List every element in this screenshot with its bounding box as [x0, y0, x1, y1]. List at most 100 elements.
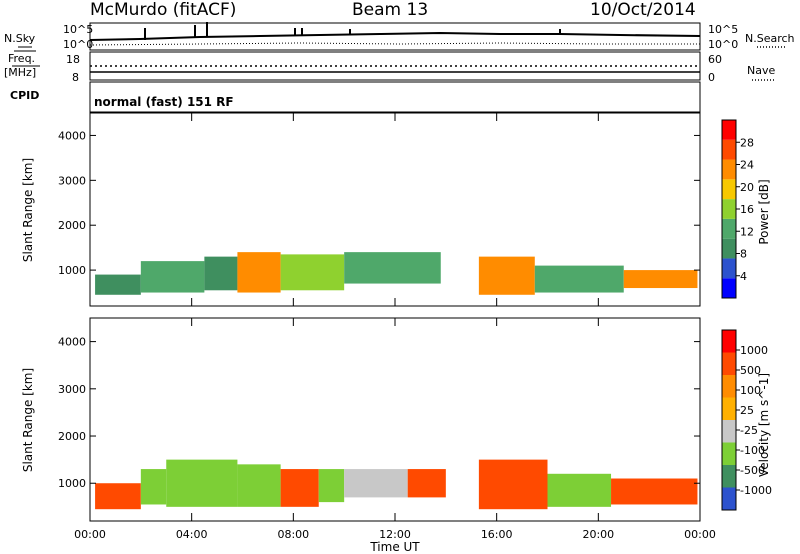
power-y-label: Slant Range [km] — [21, 158, 35, 262]
nsky-label: N.Sky — [4, 32, 36, 45]
colorbar-tick-label: 1000 — [740, 344, 768, 357]
data-band — [280, 254, 345, 291]
y-tick-label: 3000 — [58, 383, 86, 396]
freq-tick-bottom: 8 — [72, 71, 79, 84]
colorbar-tick-label: 4 — [740, 270, 747, 283]
y-tick-label: 3000 — [58, 174, 86, 187]
nsky-tick-bottom: 10^0 — [63, 38, 94, 51]
data-band — [478, 459, 548, 510]
data-band — [95, 483, 141, 510]
data-band — [407, 469, 446, 498]
freq-label: Freq. — [8, 52, 36, 65]
nave-tick-bottom: 0 — [708, 71, 715, 84]
data-band — [166, 459, 238, 507]
data-band — [611, 478, 698, 505]
nsky-line — [89, 31, 701, 41]
velocity-colorbar-label: Velocity [m s^-1] — [757, 373, 771, 477]
colorbar-frame — [721, 329, 737, 511]
nsky-legend-line — [14, 46, 36, 52]
nsky-spikes — [144, 22, 561, 40]
data-band — [140, 469, 167, 505]
y-tick-label: 4000 — [58, 129, 86, 142]
velocity-colorbar: 1000 500 100 25 -25 -100 -500 -1000 — [721, 329, 772, 511]
data-band — [204, 256, 238, 291]
nsearch-tick-bottom: 10^0 — [708, 38, 739, 51]
station-title: McMurdo (fitACF) — [90, 0, 237, 20]
freq-tick-top: 18 — [66, 53, 80, 66]
nsky-tick-top: 10^5 — [63, 23, 94, 36]
colorbar-tick-label: 8 — [740, 248, 747, 261]
nsearch-label: N.Search — [745, 32, 795, 45]
x-tick-label: 12:00 — [379, 528, 411, 541]
x-tick-label: 20:00 — [582, 528, 614, 541]
status-panels — [12, 22, 787, 113]
colorbar-cell — [722, 420, 736, 443]
data-band — [140, 261, 205, 293]
colorbar-cell — [722, 139, 736, 160]
colorbar-cell — [722, 397, 736, 420]
colorbar-tick-label: -25 — [740, 424, 758, 437]
power-colorbar: 4 8 12 16 20 24 28 — [721, 119, 754, 299]
colorbar-cell — [722, 330, 736, 353]
colorbar-cell — [722, 465, 736, 488]
beam-title: Beam 13 — [352, 0, 429, 20]
colorbar-tick-label: -500 — [740, 464, 765, 477]
freq-unit: [MHz] — [4, 66, 37, 79]
x-axis-label: Time UT — [369, 540, 420, 554]
colorbar-tick-label: -1000 — [740, 484, 772, 497]
nave-tick-top: 60 — [708, 53, 722, 66]
colorbar-cell — [722, 487, 736, 510]
colorbar-cell — [722, 199, 736, 219]
y-tick-label: 4000 — [58, 336, 86, 349]
x-tick-label: 00:00 — [684, 528, 716, 541]
date-title: 10/Oct/2014 — [590, 0, 696, 20]
data-band — [547, 473, 612, 507]
colorbar-tick-label: 500 — [740, 364, 761, 377]
y-tick-label: 2000 — [58, 219, 86, 232]
colorbar-cell — [722, 159, 736, 180]
data-band — [344, 252, 441, 284]
data-band — [237, 464, 281, 507]
colorbar-cell — [722, 442, 736, 465]
x-tick-label: 16:00 — [481, 528, 513, 541]
y-tick-label: 1000 — [58, 477, 86, 490]
colorbar-cell — [722, 352, 736, 375]
nsearch-line — [89, 42, 700, 46]
cpid-label: CPID — [10, 89, 40, 102]
velocity-y-axis: 1000 2000 3000 4000 — [58, 336, 700, 490]
x-axis: 00:00 04:00 08:00 12:00 16:00 20:00 00:00 — [74, 113, 716, 541]
colorbar-cell — [722, 375, 736, 398]
data-band — [478, 256, 535, 295]
colorbar-tick-label: 28 — [740, 136, 754, 149]
colorbar-tick-label: 12 — [740, 225, 754, 238]
velocity-marks — [95, 459, 698, 510]
data-band — [534, 265, 624, 293]
data-band — [318, 469, 345, 503]
colorbar-tick-label: 100 — [740, 384, 761, 397]
colorbar-cell — [722, 218, 736, 239]
colorbar-tick-label: 25 — [740, 404, 754, 417]
colorbar-cell — [722, 120, 736, 140]
colorbar-tick-label: 16 — [740, 203, 754, 216]
data-band — [95, 274, 141, 295]
colorbar-cell — [722, 258, 736, 279]
x-tick-label: 04:00 — [176, 528, 208, 541]
power-marks — [95, 252, 698, 295]
power-y-axis: 1000 2000 3000 4000 — [58, 129, 700, 277]
x-tick-label: 00:00 — [74, 528, 106, 541]
data-band — [237, 252, 281, 293]
power-colorbar-label: Power [dB] — [757, 179, 771, 244]
nave-label: Nave — [747, 64, 776, 77]
data-band — [344, 469, 408, 498]
colorbar-cell — [722, 278, 736, 298]
colorbar-tick-label: 24 — [740, 159, 754, 172]
velocity-y-label: Slant Range [km] — [21, 368, 35, 472]
colorbar-tick-label: -100 — [740, 444, 765, 457]
data-band — [623, 270, 698, 289]
colorbar-cell — [722, 238, 736, 259]
y-tick-label: 1000 — [58, 264, 86, 277]
colorbar-tick-label: 20 — [740, 181, 754, 194]
cpid-text: normal (fast) 151 RF — [94, 95, 234, 109]
data-band — [280, 469, 319, 507]
